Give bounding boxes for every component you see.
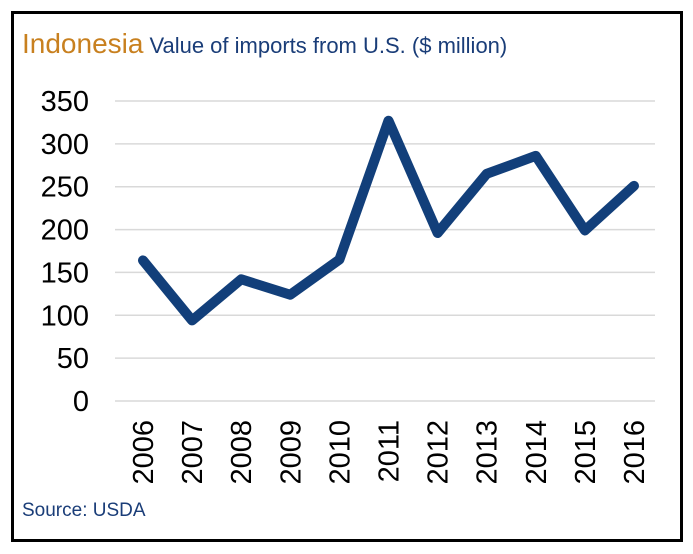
title-subtitle: Value of imports from U.S. ($ million) [149, 33, 508, 58]
x-tick-label: 2014 [521, 420, 553, 485]
y-axis: 0 50 100 150 200 250 300 350 [41, 86, 89, 418]
x-tick-label: 2011 [374, 420, 406, 482]
y-tick-label: 250 [41, 172, 89, 204]
x-tick-label: 2008 [226, 420, 258, 485]
y-tick-label: 300 [41, 129, 89, 161]
x-tick-label: 2012 [423, 420, 455, 485]
series-line [138, 115, 639, 326]
x-tick-label: 2015 [570, 420, 602, 485]
y-tick-label: 50 [57, 343, 89, 375]
y-tick-label: 100 [41, 300, 89, 332]
gridlines [115, 100, 655, 402]
chart-frame [11, 11, 683, 542]
title-country: Indonesia [22, 28, 144, 59]
y-tick-label: 0 [73, 386, 89, 418]
x-axis: 2006 2007 2008 2009 2010 2011 2012 2013 2014 2015… [128, 420, 651, 485]
y-tick-label: 150 [41, 257, 89, 289]
y-tick-label: 350 [41, 86, 89, 118]
x-tick-label: 2010 [324, 420, 356, 485]
source-note: Source: USDA [22, 500, 146, 521]
x-tick-label: 2016 [619, 420, 651, 485]
x-tick-label: 2009 [275, 420, 307, 485]
chart-title: Indonesia Value of imports from U.S. ($ m… [22, 28, 507, 60]
series-layer [138, 115, 639, 326]
y-tick-label: 200 [41, 215, 89, 247]
x-tick-label: 2006 [128, 420, 160, 485]
x-tick-label: 2013 [472, 420, 504, 485]
x-tick-label: 2007 [177, 420, 209, 485]
